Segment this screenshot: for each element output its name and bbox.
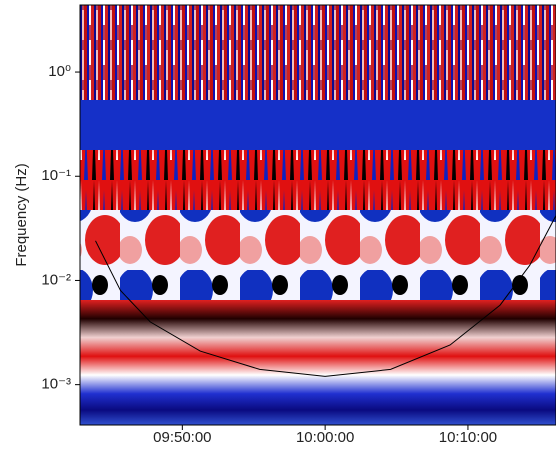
y-axis-label: Frequency (Hz) <box>13 163 30 266</box>
y-tick-label: 10⁻² <box>41 271 71 288</box>
x-tick-label: 10:00:00 <box>296 429 354 445</box>
x-tick-label: 10:10:00 <box>439 429 497 445</box>
y-tick-label: 10⁻³ <box>41 376 71 393</box>
y-tick-label: 10⁰ <box>48 63 71 80</box>
x-tick-label: 09:50:00 <box>153 429 211 445</box>
spectrum <box>80 5 556 425</box>
y-tick-label: 10⁻¹ <box>41 167 71 184</box>
